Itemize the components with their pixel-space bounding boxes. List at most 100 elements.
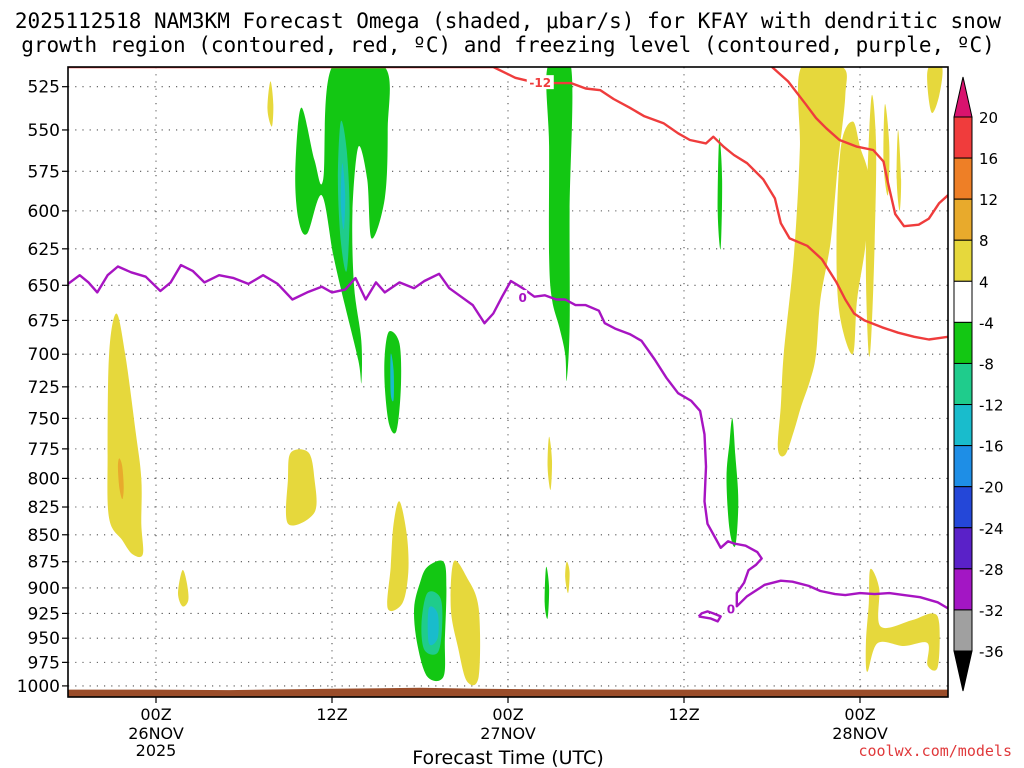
colorbar-bin-32-28 [953, 568, 973, 611]
omega-cyan-1 [340, 163, 346, 230]
omega-yellow-late [777, 67, 847, 457]
xtick-date-28nov: 28NOV [832, 724, 888, 743]
freezing-level-contour-label: 0 [518, 291, 526, 305]
colorbar-label-4: -4 [979, 314, 994, 332]
ytick-label-650: 650 [28, 276, 60, 296]
terrain [68, 687, 948, 697]
ytick-label-875: 875 [28, 553, 60, 573]
omega-yellow-late-5 [896, 130, 902, 211]
ytick-label-725: 725 [28, 378, 60, 398]
colorbar-label-12: 12 [979, 191, 998, 209]
ytick-label-975: 975 [28, 653, 60, 673]
ytick-label-800: 800 [28, 469, 60, 489]
dendritic-minus12-contour-label-bg [526, 75, 554, 90]
colorbar-label-16: -16 [979, 438, 1004, 456]
xtick-label-48: 00Z [844, 705, 875, 724]
xtick-date-27nov: 27NOV [480, 724, 536, 743]
omega-cyan-2 [390, 353, 394, 402]
colorbar-bin-28-24 [953, 527, 973, 570]
ytick-label-575: 575 [28, 162, 60, 182]
colorbar-label-32: -32 [979, 602, 1004, 620]
omega-yellow-late-3 [865, 94, 877, 357]
omega-yellow-late-6 [927, 67, 943, 113]
ytick-label-700: 700 [28, 345, 60, 365]
colorbar-label-20: -20 [979, 479, 1004, 497]
xtick-label-12: 12Z [316, 705, 347, 724]
title-line-2: growth region (contoured, red, ºC) and f… [21, 33, 995, 57]
colorbar-bin-16-12 [953, 404, 973, 447]
colorbar-bin-16-20 [953, 116, 973, 159]
xtick-label-0: 00Z [140, 705, 171, 724]
xtick-label-36: 12Z [668, 705, 699, 724]
xtick-date-26nov: 26NOV [128, 724, 184, 743]
colorbar-top-arrow [953, 76, 973, 118]
colorbar-bin-12-8 [953, 362, 973, 406]
colorbar-label-12: -12 [979, 397, 1004, 415]
terrain-band [68, 687, 948, 697]
colorbar-label-28: -28 [979, 561, 1004, 579]
colorbar-bin-4-8 [953, 239, 973, 282]
colorbar-label-4: 4 [979, 273, 989, 291]
omega-yellow-thin [547, 436, 553, 490]
colorbar-bin-24-20 [953, 486, 973, 529]
temperature-contours: -12 0 0 [68, 67, 948, 623]
colorbar-label-36: -36 [979, 643, 1004, 661]
ytick-label-1000: 1000 [17, 677, 60, 697]
dendritic-minus12-contour [68, 67, 948, 341]
ytick-label-900: 900 [28, 579, 60, 599]
colorbar-bin-8-12 [953, 198, 973, 241]
colorbar-bottom-arrow [953, 650, 973, 692]
ytick-label-825: 825 [28, 498, 60, 518]
colorbar-label-8: 8 [979, 232, 989, 250]
omega-cyan-low [427, 606, 439, 646]
colorbar-label-16: 16 [979, 150, 998, 168]
x-axis-title: Forecast Time (UTC) [412, 747, 603, 768]
colorbar-bin-4-4 [953, 280, 973, 323]
ytick-label-600: 600 [28, 202, 60, 222]
colorbar-bin-36-32 [953, 609, 973, 652]
colorbar-bin-20-16 [953, 445, 973, 488]
omega-green-5 [726, 418, 739, 547]
omega-green-4 [717, 137, 723, 250]
ytick-label-850: 850 [28, 526, 60, 546]
ytick-label-750: 750 [28, 409, 60, 429]
xtick-year-2025: 2025 [136, 741, 177, 760]
ytick-label-775: 775 [28, 440, 60, 460]
omega-shading [107, 67, 943, 686]
freezing-level-island-contour [697, 610, 722, 623]
omega-yellow-early [107, 313, 144, 558]
ytick-label-625: 625 [28, 240, 60, 260]
omega-green-3 [546, 67, 573, 381]
colorbar-bin-12-16 [953, 157, 973, 200]
ytick-label-925: 925 [28, 604, 60, 624]
y-axis: 525 550 575 600 625 650 675 700 725 750 775 800 825 8… [17, 78, 68, 697]
ytick-label-675: 675 [28, 311, 60, 331]
omega-yellow-low [387, 501, 409, 612]
ytick-label-525: 525 [28, 78, 60, 98]
colorbar-label-24: -24 [979, 520, 1004, 538]
grid [68, 67, 948, 697]
freezing-level-contour [68, 263, 948, 610]
omega-yellow-small-b [267, 81, 274, 127]
xtick-label-24: 00Z [492, 705, 523, 724]
ytick-label-950: 950 [28, 629, 60, 649]
dendritic-upper-contour [771, 67, 948, 228]
omega-yellow-small-a [178, 569, 189, 607]
ytick-label-550: 550 [28, 121, 60, 141]
omega-yellow-late-7 [865, 568, 940, 672]
credit-text[interactable]: coolwx.com/models [858, 742, 1012, 760]
colorbar: 20 16 12 8 4 -4 -8 -12 -16 -20 -24 -28 -32 -36 [953, 76, 1004, 692]
colorbar-label-20: 20 [979, 109, 998, 127]
omega-yellow-sliver [565, 561, 570, 594]
dendritic-minus12-contour-label: -12 [529, 76, 551, 90]
colorbar-label-8: -8 [979, 355, 994, 373]
freezing-level-island-contour-label: 0 [727, 602, 735, 616]
colorbar-bin-8-4 [953, 321, 973, 364]
omega-orange-early [117, 458, 124, 500]
omega-yellow-mid [285, 449, 317, 526]
freezing-level-contour-label-bg [518, 290, 528, 305]
omega-green-thin [544, 566, 550, 619]
freezing-level-island-contour-label-bg [726, 601, 736, 616]
